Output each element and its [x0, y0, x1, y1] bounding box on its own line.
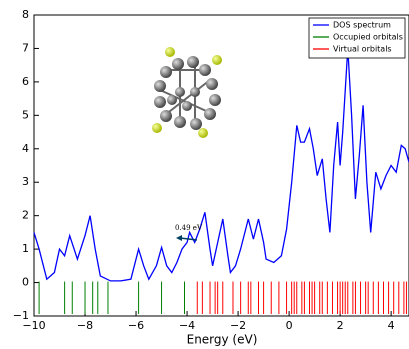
legend-label: Occupied orbitals	[333, 33, 403, 42]
annotation-arrow	[180, 238, 197, 240]
x-tick-label: −10	[22, 319, 45, 332]
y-tick-label: 3	[22, 175, 29, 188]
y-tick-label: 1	[22, 242, 29, 255]
y-tick-label: 8	[22, 8, 29, 21]
dos-line	[34, 48, 409, 281]
x-tick-label: 0	[286, 319, 293, 332]
x-tick-label: −8	[77, 319, 93, 332]
x-tick-label: −2	[230, 319, 246, 332]
molecule-image	[152, 47, 222, 138]
x-tick-label: −4	[179, 319, 195, 332]
y-tick-label: 0	[22, 276, 29, 289]
annotation: 0.49 eV	[175, 224, 203, 232]
annotation-arrowhead	[176, 235, 182, 241]
page: {"chart_data": { "type": "line", "xlabel…	[0, 0, 409, 349]
y-tick-label: 7	[22, 41, 29, 54]
x-tick-label: −6	[128, 319, 144, 332]
y-tick-label: 2	[22, 209, 29, 222]
y-tick-label: 6	[22, 75, 29, 88]
x-tick-label: 2	[337, 319, 344, 332]
y-tick-label: 5	[22, 108, 29, 121]
x-tick-label: 4	[388, 319, 395, 332]
x-axis-label: Energy (eV)	[187, 333, 258, 347]
legend-label: Virtual orbitals	[333, 45, 392, 54]
legend: DOS spectrum Occupied orbitals Virtual orb…	[309, 18, 405, 58]
chart: Energy (eV) −1012345678−10−8−6−4−20240.4…	[0, 0, 409, 349]
legend-label: DOS spectrum	[333, 21, 391, 30]
y-tick-label: 4	[22, 142, 29, 155]
